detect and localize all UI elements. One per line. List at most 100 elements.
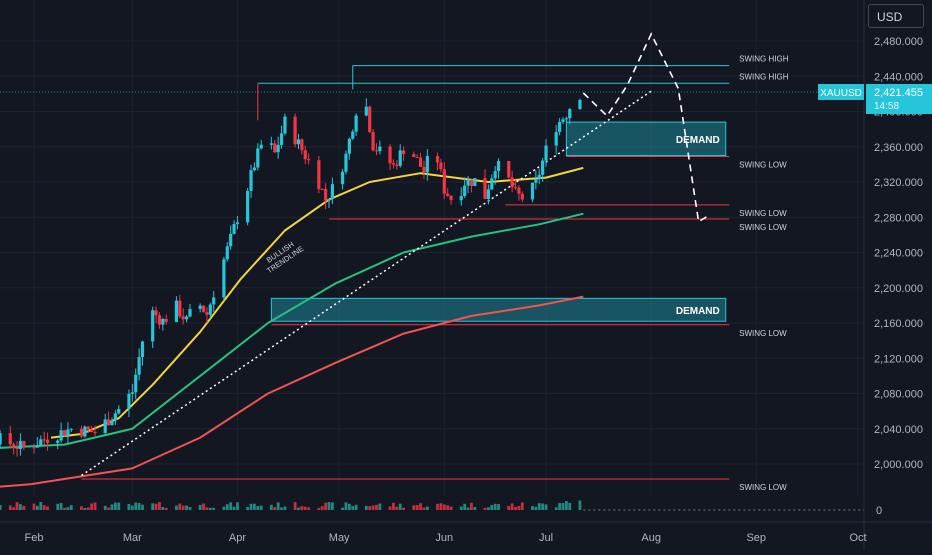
candle-body bbox=[578, 99, 582, 110]
candle-body bbox=[473, 178, 477, 186]
volume-bar bbox=[578, 500, 582, 510]
swing-level-label: SWING LOW bbox=[739, 483, 787, 492]
volume-bar bbox=[463, 503, 467, 510]
candle-body bbox=[201, 305, 206, 313]
volume-bar bbox=[415, 505, 419, 510]
volume-bar bbox=[59, 503, 63, 510]
candle-body bbox=[364, 106, 368, 116]
time-tick-label: Apr bbox=[229, 532, 246, 544]
candle-body bbox=[22, 440, 26, 448]
candle-body bbox=[439, 162, 443, 170]
volume-bar bbox=[63, 507, 66, 510]
candle-body bbox=[557, 121, 562, 133]
candle-body bbox=[8, 433, 12, 445]
candle-body bbox=[232, 223, 236, 234]
candle-body bbox=[469, 179, 474, 186]
price-tick-label: 2,440.000 bbox=[874, 71, 923, 83]
candle-body bbox=[32, 447, 36, 449]
volume-bar bbox=[446, 505, 450, 510]
volume-bar bbox=[293, 502, 297, 510]
volume-bar bbox=[564, 501, 568, 510]
candle-body bbox=[174, 300, 179, 322]
candle-body bbox=[330, 184, 335, 200]
volume-bar bbox=[517, 505, 521, 510]
projection-path bbox=[582, 32, 710, 224]
volume-bar bbox=[436, 503, 439, 510]
candle-body bbox=[15, 447, 19, 450]
volume-bar bbox=[425, 506, 429, 510]
candle-body bbox=[395, 164, 399, 166]
volume-bar bbox=[371, 505, 375, 510]
volume-bar bbox=[317, 507, 321, 510]
volume-bar bbox=[12, 507, 16, 510]
volume-bar bbox=[22, 505, 26, 510]
volume-bar bbox=[269, 504, 273, 510]
candle-body bbox=[544, 145, 548, 161]
volume-bar bbox=[486, 507, 490, 510]
candle-body bbox=[90, 429, 94, 433]
price-tick-label: 2,480.000 bbox=[874, 36, 923, 48]
candle-body bbox=[184, 316, 189, 320]
price-axis[interactable]: 2,480.0002,440.0002,400.0002,360.0002,32… bbox=[874, 36, 923, 517]
candle-body bbox=[490, 178, 494, 190]
candle-body bbox=[59, 430, 63, 441]
volume-bar bbox=[412, 505, 416, 510]
currency-selector[interactable]: USD bbox=[868, 4, 924, 28]
candle-body bbox=[117, 408, 121, 414]
candle-body bbox=[486, 189, 490, 199]
price-tick-label: 2,000.000 bbox=[874, 459, 923, 471]
volume-bar bbox=[375, 504, 378, 510]
candle-body bbox=[517, 187, 521, 194]
volume-bar bbox=[364, 505, 368, 510]
candle-body bbox=[222, 259, 226, 298]
volume-bar bbox=[354, 504, 358, 510]
swing-level-label: SWING HIGH bbox=[739, 72, 789, 81]
candle-body bbox=[256, 148, 260, 168]
volume-bar bbox=[232, 506, 236, 510]
candle-body bbox=[391, 163, 396, 165]
volume-bar bbox=[303, 506, 307, 510]
candle-body bbox=[368, 106, 372, 132]
volume-bar bbox=[229, 502, 233, 510]
moving-average-line bbox=[0, 212, 584, 449]
candle-body bbox=[42, 439, 46, 441]
volume-bar bbox=[283, 506, 287, 510]
candle-body bbox=[371, 131, 375, 151]
price-tick-label: 2,200.000 bbox=[874, 283, 923, 295]
volume-bar bbox=[331, 502, 334, 510]
candle-body bbox=[269, 143, 273, 145]
volume-bar bbox=[307, 507, 311, 510]
volume-bar bbox=[398, 503, 402, 510]
demand-zone bbox=[565, 121, 727, 157]
candle-body bbox=[79, 428, 84, 437]
time-axis[interactable]: Feb Mar Apr May Jun Jul Aug Sep Oct bbox=[25, 532, 867, 544]
volume-bar bbox=[368, 506, 372, 510]
volume-bar bbox=[103, 505, 107, 510]
candle-body bbox=[564, 118, 568, 120]
volume-bar bbox=[158, 502, 161, 510]
volume-bar bbox=[32, 503, 36, 510]
candle-body bbox=[83, 426, 87, 437]
demand-zones: DEMAND DEMAND bbox=[270, 121, 727, 322]
candle-body bbox=[0, 433, 2, 445]
candle-body bbox=[320, 189, 324, 191]
candle-body bbox=[279, 133, 284, 145]
volume-bar bbox=[154, 503, 158, 510]
volume-bar bbox=[327, 502, 331, 510]
volume-bar bbox=[188, 507, 192, 510]
price-badge bbox=[866, 84, 932, 114]
volume-bar bbox=[256, 505, 260, 510]
candle-body bbox=[212, 297, 216, 305]
candle-body bbox=[493, 171, 497, 179]
volume-bar bbox=[83, 507, 87, 510]
candle-body bbox=[351, 131, 355, 139]
time-tick-label: Jul bbox=[539, 532, 553, 544]
countdown-label: 14:58 bbox=[874, 101, 899, 112]
volume-bar bbox=[86, 507, 90, 510]
volume-bar bbox=[276, 502, 280, 510]
candle-body bbox=[39, 439, 43, 446]
candle-body bbox=[56, 440, 60, 443]
volume-bar bbox=[442, 504, 446, 510]
